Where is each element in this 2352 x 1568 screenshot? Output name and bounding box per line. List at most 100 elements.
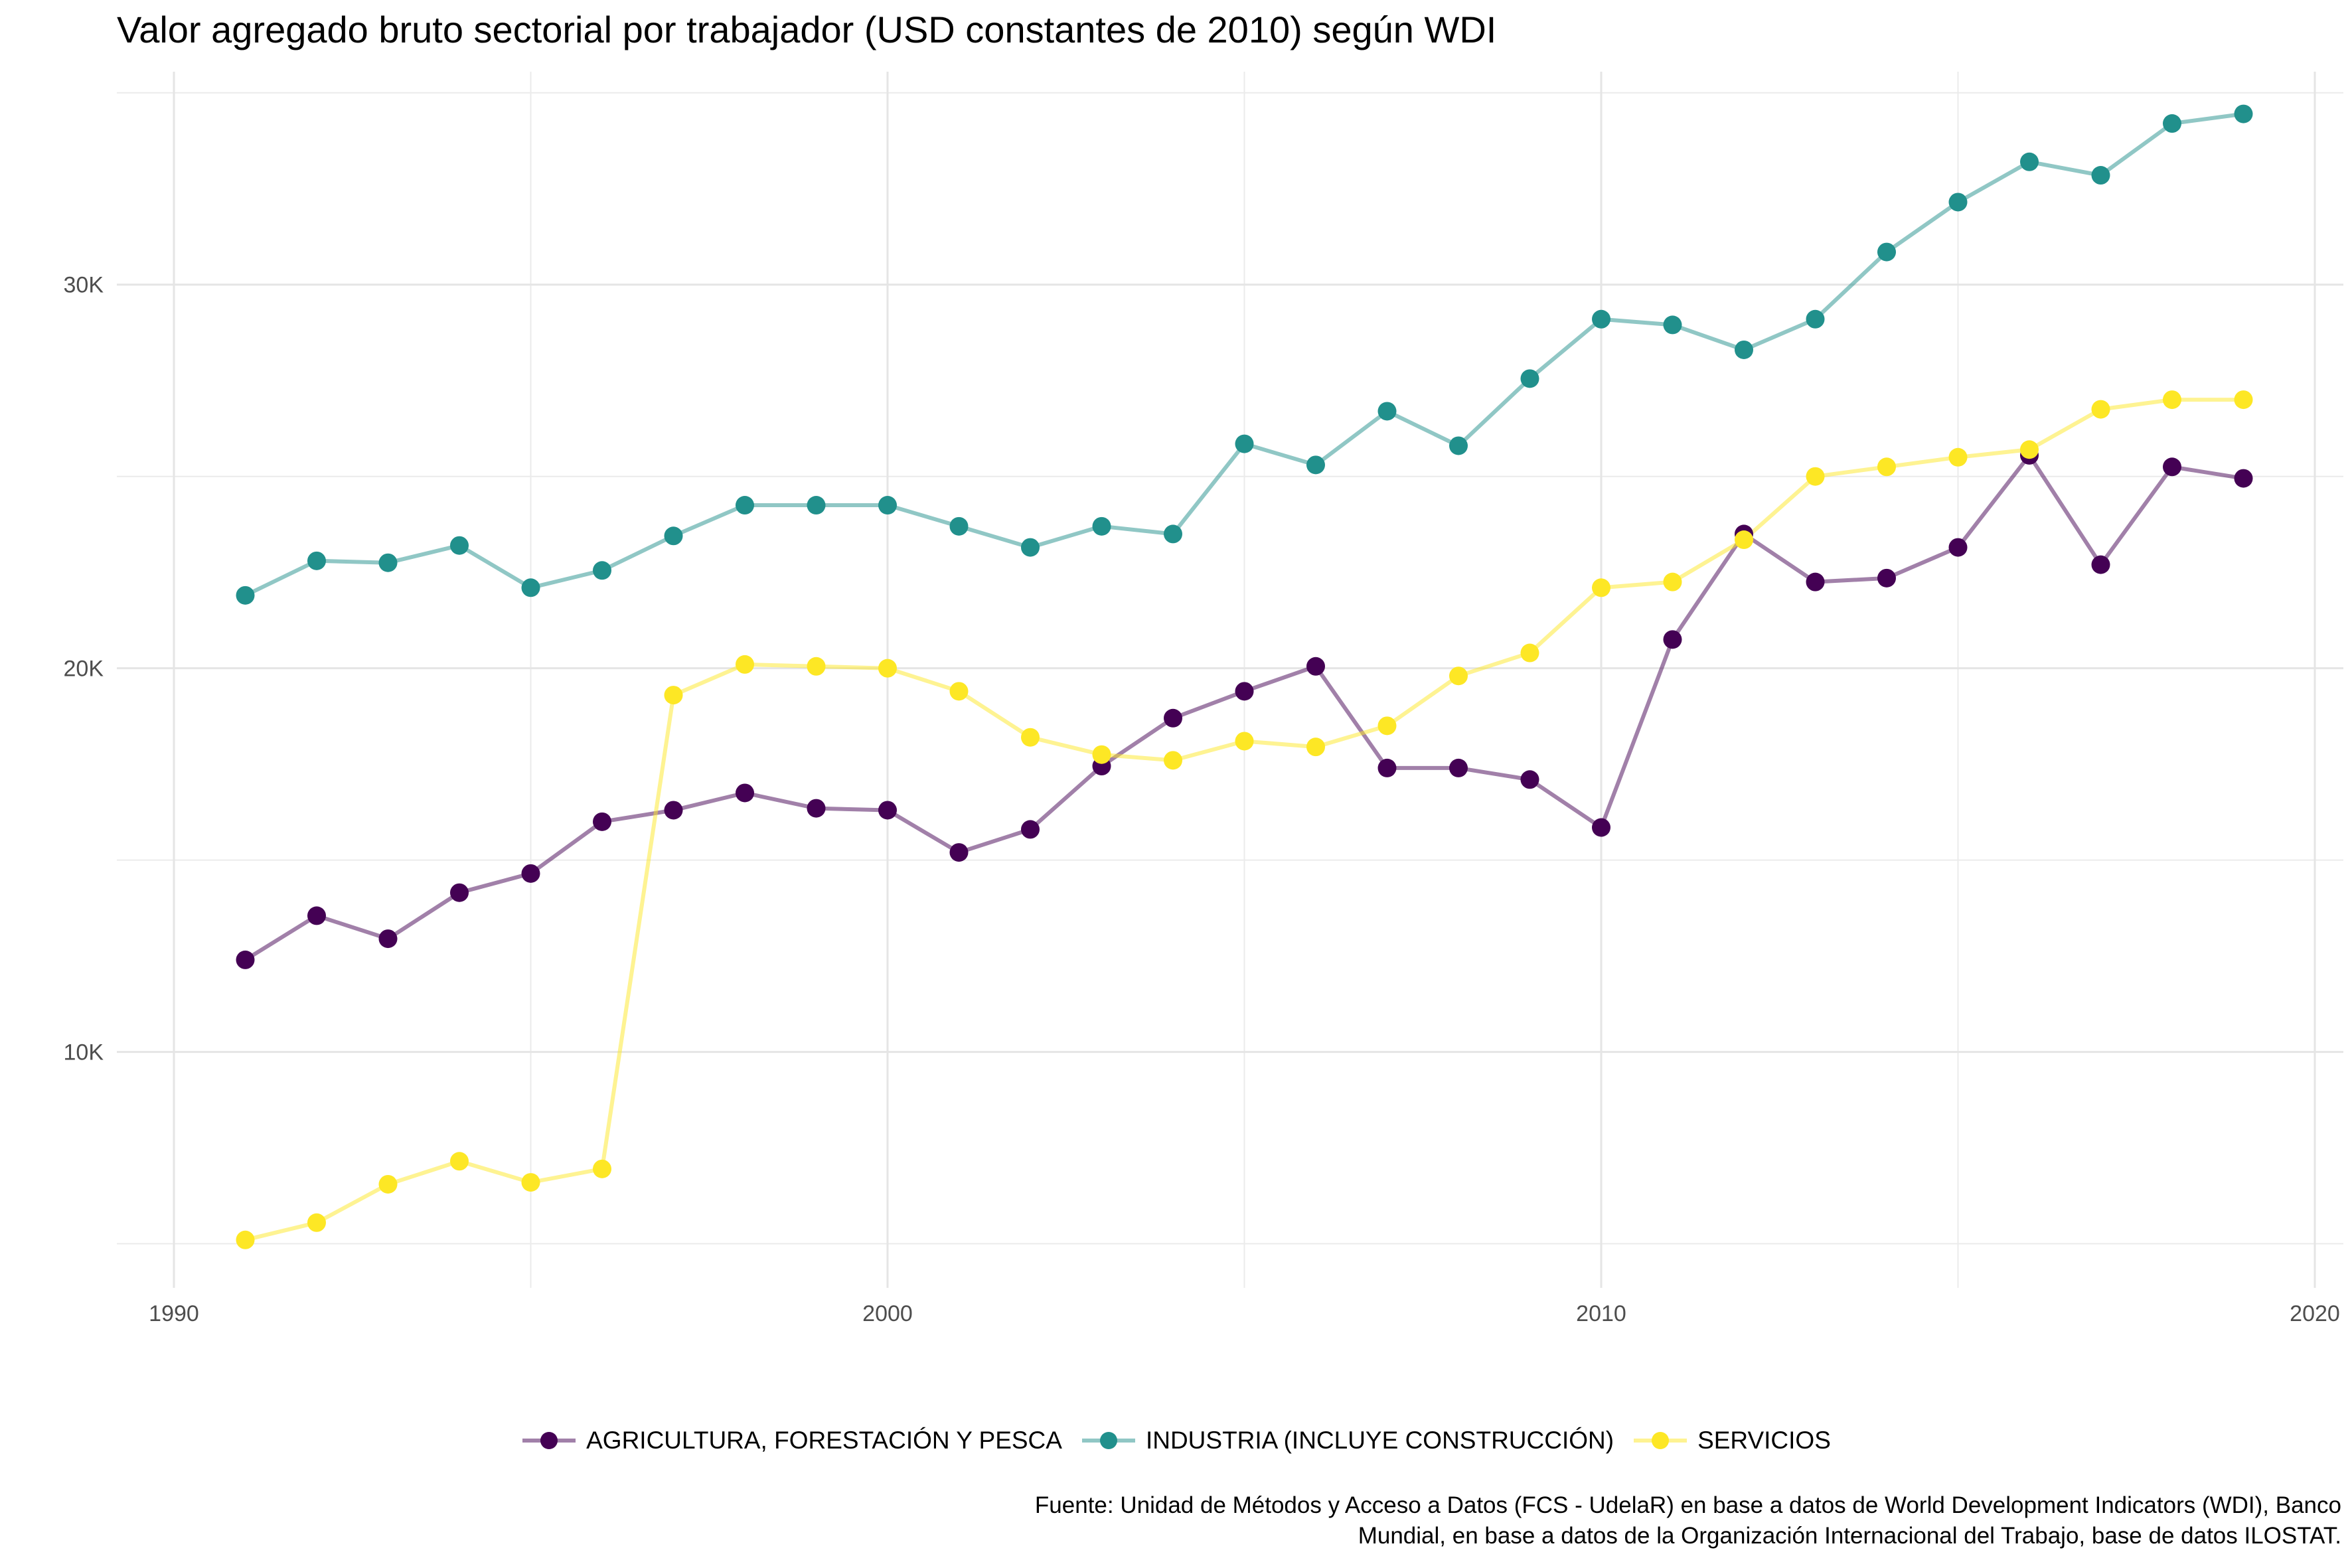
legend-key-agricultura [522, 1432, 576, 1449]
data-point-series-1 [1948, 193, 1968, 212]
legend-label-industria: INDUSTRIA (INCLUYE CONSTRUCCIÓN) [1145, 1427, 1614, 1454]
data-point-series-1 [1449, 436, 1468, 455]
data-point-series-0 [664, 801, 683, 820]
legend-item-agricultura: AGRICULTURA, FORESTACIÓN Y PESCA [521, 1427, 1062, 1454]
data-point-series-2 [307, 1213, 326, 1232]
data-point-series-2 [378, 1174, 398, 1194]
data-point-series-2 [736, 655, 754, 674]
legend-label-servicios: SERVICIOS [1697, 1427, 1831, 1454]
x-axis-tick-labels: 1990 2000 2010 2020 [149, 1301, 2340, 1326]
caption-line-2: Mundial, en base a datos de la Organizac… [1358, 1523, 2341, 1549]
data-point-series-2 [949, 682, 969, 701]
data-point-series-1 [1520, 369, 1539, 388]
data-point-series-2 [1377, 716, 1397, 736]
data-point-series-1 [1306, 455, 1325, 475]
data-point-series-0 [1663, 630, 1682, 649]
data-point-series-1 [1235, 434, 1254, 453]
minor-gridlines [117, 72, 2343, 1288]
x-tick-label: 2020 [2290, 1301, 2340, 1326]
data-point-series-2 [1735, 530, 1753, 550]
data-point-series-1 [1663, 315, 1682, 335]
data-point-series-1 [1164, 524, 1182, 544]
data-point-series-1 [2020, 152, 2039, 171]
data-point-series-0 [1520, 770, 1539, 789]
data-point-series-0 [949, 843, 969, 862]
data-point-series-2 [1520, 643, 1539, 663]
data-point-series-0 [593, 812, 611, 831]
legend: AGRICULTURA, FORESTACIÓN Y PESCA INDUSTR… [0, 1421, 2352, 1460]
data-point-series-0 [1164, 708, 1182, 728]
data-point-series-2 [1092, 745, 1111, 764]
data-point-series-1 [521, 578, 540, 597]
data-point-series-2 [2020, 440, 2039, 459]
data-point-series-1 [1735, 340, 1753, 359]
data-point-series-0 [1449, 758, 1468, 777]
line-chart: 10K 20K 30K 1990 2000 2010 2020 [64, 72, 2343, 1326]
y-tick-label: 30K [64, 273, 104, 298]
data-point-series-1 [2091, 166, 2110, 185]
data-point-series-1 [236, 586, 255, 605]
series-points [236, 104, 2253, 1249]
data-point-series-2 [450, 1152, 469, 1171]
data-point-series-2 [593, 1159, 611, 1178]
data-point-series-0 [1877, 568, 1896, 588]
data-point-series-0 [1806, 572, 1825, 591]
data-point-series-0 [307, 906, 326, 925]
data-point-series-2 [1235, 732, 1254, 751]
data-point-series-1 [736, 496, 754, 515]
data-point-series-2 [1877, 457, 1896, 477]
data-point-series-0 [1377, 758, 1397, 777]
legend-item-servicios: SERVICIOS [1632, 1427, 1831, 1454]
data-point-series-0 [1592, 818, 1610, 837]
x-tick-label: 2000 [862, 1301, 913, 1326]
data-point-series-2 [1948, 447, 1968, 467]
source-caption: Fuente: Unidad de Métodos y Acceso a Dat… [1035, 1490, 2341, 1551]
data-point-series-0 [1948, 538, 1968, 557]
chart-title: Valor agregado bruto sectorial por traba… [117, 9, 1497, 50]
data-point-series-0 [378, 929, 398, 949]
data-point-series-0 [450, 883, 469, 902]
data-point-series-0 [1306, 657, 1325, 676]
y-tick-label: 20K [64, 657, 104, 682]
caption-line-1: Fuente: Unidad de Métodos y Acceso a Dat… [1034, 1492, 2341, 1518]
data-point-series-2 [1449, 666, 1468, 686]
data-point-series-0 [736, 783, 754, 803]
y-tick-label: 10K [64, 1040, 104, 1065]
data-point-series-0 [1235, 682, 1254, 701]
legend-key-servicios [1634, 1432, 1687, 1449]
x-tick-label: 2010 [1576, 1301, 1626, 1326]
legend-key-industria [1081, 1432, 1135, 1449]
data-point-series-1 [807, 496, 826, 515]
data-point-series-2 [1306, 738, 1325, 757]
data-point-series-1 [1877, 242, 1896, 262]
data-point-series-1 [664, 526, 683, 546]
data-point-series-1 [307, 551, 326, 570]
data-point-series-0 [521, 864, 540, 883]
data-point-series-2 [1164, 751, 1182, 770]
x-tick-label: 1990 [149, 1301, 199, 1326]
data-point-series-1 [878, 496, 897, 515]
major-gridlines [117, 72, 2343, 1288]
data-point-series-0 [236, 950, 255, 969]
data-point-series-2 [2091, 400, 2110, 419]
data-point-series-0 [807, 799, 826, 818]
data-point-series-0 [2234, 469, 2253, 488]
data-point-series-1 [2163, 114, 2181, 133]
data-point-series-1 [378, 553, 398, 572]
y-axis-tick-labels: 10K 20K 30K [64, 273, 104, 1065]
data-point-series-2 [2163, 390, 2181, 410]
data-point-series-0 [2163, 457, 2181, 477]
data-point-series-0 [1021, 820, 1040, 839]
data-point-series-0 [878, 801, 897, 820]
data-point-series-2 [878, 659, 897, 678]
data-point-series-1 [1092, 516, 1111, 536]
legend-item-industria: INDUSTRIA (INCLUYE CONSTRUCCIÓN) [1081, 1427, 1614, 1454]
data-point-series-2 [807, 657, 826, 676]
data-point-series-1 [593, 561, 611, 580]
legend-label-agricultura: AGRICULTURA, FORESTACIÓN Y PESCA [586, 1427, 1062, 1454]
data-point-series-2 [664, 686, 683, 705]
data-point-series-0 [2091, 555, 2110, 574]
data-point-series-1 [450, 536, 469, 555]
data-point-series-2 [2234, 390, 2253, 410]
data-point-series-2 [236, 1230, 255, 1249]
